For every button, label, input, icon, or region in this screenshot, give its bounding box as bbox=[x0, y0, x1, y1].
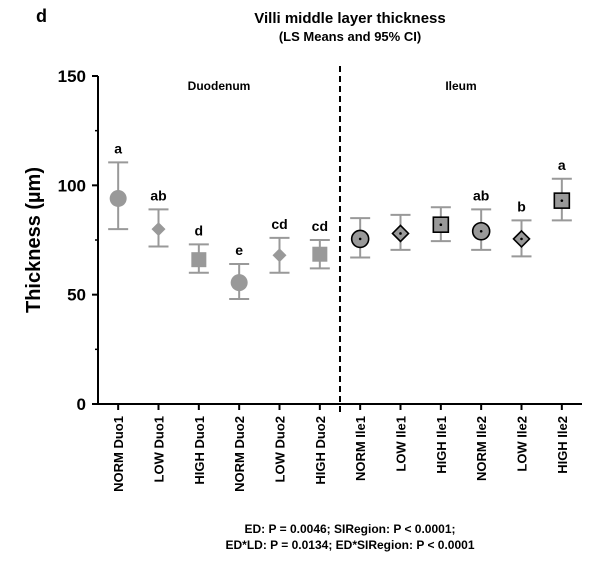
data-point-center-dot bbox=[560, 199, 564, 202]
panel-letter: d bbox=[36, 6, 47, 26]
data-point-center-dot bbox=[358, 237, 362, 241]
x-tick-label: NORM Duo1 bbox=[111, 416, 126, 492]
x-tick-label: LOW Ile1 bbox=[394, 416, 409, 472]
y-tick-label: 100 bbox=[58, 176, 86, 195]
data-point-center-dot bbox=[479, 229, 483, 233]
significance-letter: cd bbox=[271, 216, 287, 232]
x-tick-label: LOW Ile2 bbox=[515, 416, 530, 472]
data-point-center-dot bbox=[439, 223, 443, 226]
data-point-diamond bbox=[272, 248, 287, 263]
x-tick-label: NORM Ile2 bbox=[474, 416, 489, 481]
x-tick-label: HIGH Duo1 bbox=[192, 416, 207, 485]
significance-letter: ab bbox=[150, 187, 166, 203]
data-point-circle bbox=[230, 274, 248, 292]
data-point-square bbox=[312, 246, 328, 262]
x-tick-label: HIGH Duo2 bbox=[313, 416, 328, 485]
data-point-circle bbox=[109, 189, 127, 207]
chart-subtitle: (LS Means and 95% CI) bbox=[278, 29, 422, 44]
significance-letter: a bbox=[558, 157, 566, 173]
data-point-diamond bbox=[151, 222, 166, 237]
significance-letter: d bbox=[195, 222, 204, 238]
significance-letter: a bbox=[114, 140, 122, 156]
significance-letter: e bbox=[235, 242, 243, 258]
y-tick-label: 150 bbox=[58, 67, 86, 86]
data-point-center-dot bbox=[520, 237, 523, 241]
significance-letter: b bbox=[517, 198, 526, 214]
region-label-duodenum: Duodenum bbox=[188, 79, 251, 93]
chart-title: Villi middle layer thickness bbox=[254, 10, 446, 27]
x-tick-label: HIGH Ile2 bbox=[555, 416, 570, 474]
y-tick-label: 50 bbox=[67, 286, 86, 305]
footnote-line-2: ED*LD: P = 0.0134; ED*SIRegion: P < 0.00… bbox=[225, 538, 475, 552]
significance-letter: cd bbox=[312, 218, 328, 234]
significance-letter: ab bbox=[473, 187, 489, 203]
x-tick-label: HIGH Ile1 bbox=[434, 416, 449, 474]
x-tick-label: LOW Duo2 bbox=[273, 416, 288, 482]
footnote-line-1: ED: P = 0.0046; SIRegion: P < 0.0001; bbox=[244, 522, 456, 536]
data-point-square bbox=[191, 252, 207, 268]
chart-svg: 0 50 100 150 Thickness (µm) Duodenum Ileum NORM… bbox=[23, 66, 582, 492]
x-tick-label: LOW Duo1 bbox=[152, 416, 167, 482]
y-tick-label: 0 bbox=[77, 395, 86, 414]
x-tick-label: NORM Ile1 bbox=[353, 416, 368, 481]
data-point-center-dot bbox=[399, 232, 402, 235]
x-tick-label: NORM Duo2 bbox=[232, 416, 247, 492]
y-axis-label: Thickness (µm) bbox=[23, 167, 45, 313]
region-label-ileum: Ileum bbox=[445, 79, 476, 93]
